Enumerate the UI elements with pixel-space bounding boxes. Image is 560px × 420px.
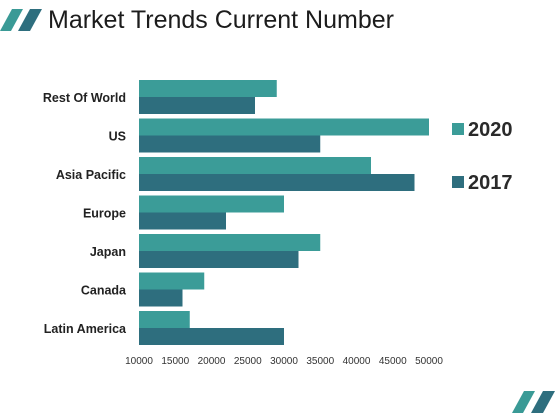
legend-label-2020: 2020 xyxy=(468,119,513,141)
x-tick-label-20000: 20000 xyxy=(198,356,226,367)
legend: 2020 2017 xyxy=(452,119,513,194)
category-label-asia-pacific: Asia Pacific xyxy=(56,168,126,182)
double-slash-stripes-icon xyxy=(512,391,555,413)
legend-label-2017: 2017 xyxy=(468,172,513,194)
bar-2020-japan xyxy=(139,234,321,251)
category-label-canada: Canada xyxy=(81,284,127,298)
bar-2017-europe xyxy=(139,212,226,230)
category-label-rest-of-world: Rest Of World xyxy=(43,91,126,105)
category-labels: Rest Of World US Asia Pacific Europe Japan Ca… xyxy=(43,91,127,336)
category-label-latin-america: Latin America xyxy=(44,322,127,336)
legend-swatch-2020 xyxy=(452,123,464,135)
bar-2020-us xyxy=(139,118,429,136)
bar-2020-asia-pacific xyxy=(139,157,371,174)
bar-2017-us xyxy=(139,135,321,153)
category-label-europe: Europe xyxy=(83,207,126,221)
bar-2017-asia-pacific xyxy=(139,174,415,191)
bar-2020-europe xyxy=(139,195,284,213)
legend-swatch-2017 xyxy=(452,176,464,188)
x-tick-label-10000: 10000 xyxy=(125,356,153,367)
bar-2017-latin-america xyxy=(139,328,284,345)
bar-2017-japan xyxy=(139,251,299,268)
bar-2020-canada xyxy=(139,272,205,290)
plot-area xyxy=(139,80,429,345)
bar-2017-rest-of-world xyxy=(139,97,255,114)
x-axis-ticks: 10000 15000 20000 25000 30000 35000 40000 45000… xyxy=(125,356,443,367)
category-label-japan: Japan xyxy=(90,245,126,259)
x-tick-label-45000: 45000 xyxy=(379,356,407,367)
double-slash-stripes-icon xyxy=(0,9,42,31)
bar-2020-latin-america xyxy=(139,311,190,328)
x-tick-label-30000: 30000 xyxy=(270,356,298,367)
bar-2020-rest-of-world xyxy=(139,80,277,97)
x-tick-label-50000: 50000 xyxy=(415,356,443,367)
x-tick-label-25000: 25000 xyxy=(234,356,262,367)
category-label-us: US xyxy=(109,130,126,144)
x-tick-label-35000: 35000 xyxy=(306,356,334,367)
x-tick-label-40000: 40000 xyxy=(343,356,371,367)
page-title: Market Trends Current Number xyxy=(48,6,394,34)
x-tick-label-15000: 15000 xyxy=(161,356,189,367)
bar-2017-canada xyxy=(139,289,183,307)
